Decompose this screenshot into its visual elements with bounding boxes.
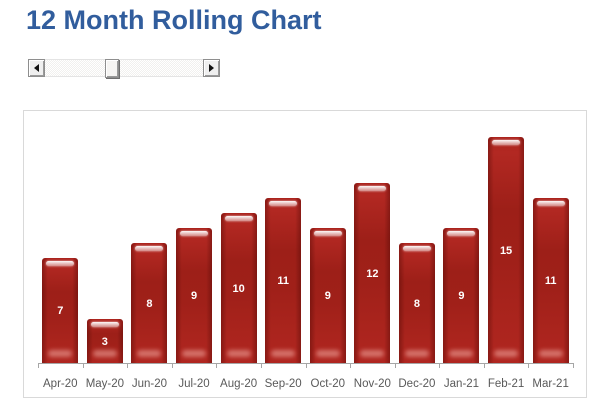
x-axis-label: Nov-20 [353,378,391,390]
x-axis-label: Jun-20 [131,378,168,390]
axis-tick [261,364,262,368]
bar-nov-20: 12 [354,183,391,364]
bar-value-label: 11 [544,275,557,287]
bar-value-label: 11 [277,275,289,287]
page-title: 12 Month Rolling Chart [26,5,322,35]
axis-tick [38,364,39,368]
bar-jun-20: 8 [131,243,168,364]
axis-tick [484,364,485,368]
x-axis-line [38,363,574,364]
left-arrow-icon [34,64,39,72]
bar-value-label: 9 [324,290,331,302]
bar-cell: 3 [83,134,128,364]
bars-row: 7 3 8 9 10 11 9 12 8 9 15 11 [38,134,573,364]
bar-value-label: 15 [499,244,513,257]
bar-sep-20: 11 [265,198,302,364]
bar-may-20: 3 [86,319,123,364]
bar-oct-20: 9 [309,228,346,364]
scroll-left-button[interactable] [28,59,45,77]
plot-area: 7 3 8 9 10 11 9 12 8 9 15 11 Apr-20 May-20 Jun-20 Jul-… [38,111,574,397]
bar-cell: 7 [38,134,83,364]
bar-jan-21: 9 [443,228,480,364]
bar-value-label: 9 [190,290,198,302]
bar-cell: 15 [484,134,529,364]
bar-value-label: 8 [146,297,153,310]
axis-tick [306,364,307,368]
bar-mar-21: 11 [532,198,569,364]
x-axis-label: Feb-21 [487,378,525,390]
bar-cell: 8 [127,134,172,364]
bar-jul-20: 9 [176,228,213,364]
bar-cell: 11 [528,134,573,364]
bar-apr-20: 7 [42,258,79,364]
scroll-right-button[interactable] [203,59,220,77]
x-axis-label: Dec-20 [398,378,436,390]
scrollbar-track[interactable] [45,59,203,78]
x-axis-label: Aug-20 [220,378,258,390]
bar-cell: 11 [261,134,306,364]
bar-cell: 12 [350,134,395,364]
x-axis-labels: Apr-20 May-20 Jun-20 Jul-20 Aug-20 Sep-20 Oct-… [38,378,573,390]
form-scrollbar[interactable] [28,59,220,78]
right-arrow-icon [209,64,214,72]
bar-cell: 9 [305,134,350,364]
x-axis-label: Apr-20 [43,378,78,390]
x-axis-label: May-20 [85,378,125,390]
x-axis-label: Mar-21 [532,378,569,390]
x-axis-label: Sep-20 [264,378,302,390]
bar-value-label: 10 [232,282,245,295]
axis-tick [439,364,440,368]
bar-value-label: 7 [57,305,64,317]
bar-cell: 8 [395,134,440,364]
axis-tick [216,364,217,368]
axis-tick [528,364,529,368]
axis-tick [573,364,574,368]
bar-dec-20: 8 [398,243,435,364]
chart-panel: 7 3 8 9 10 11 9 12 8 9 15 11 Apr-20 May-20 Jun-20 Jul-… [23,110,587,398]
bar-value-label: 3 [101,335,108,348]
axis-tick [350,364,351,368]
axis-tick [83,364,84,368]
bar-value-label: 9 [458,290,465,302]
bar-feb-21: 15 [488,137,525,364]
bar-cell: 10 [216,134,261,364]
x-axis-label: Oct-20 [310,378,346,390]
bar-value-label: 8 [413,297,420,310]
bar-cell: 9 [172,134,217,364]
x-axis-label: Jul-20 [178,378,210,390]
axis-tick [127,364,128,368]
x-axis-label: Jan-21 [443,378,480,390]
bar-cell: 9 [439,134,484,364]
bar-aug-20: 10 [220,213,257,364]
scrollbar-thumb[interactable] [105,59,119,78]
bar-value-label: 12 [366,267,379,280]
axis-tick [395,364,396,368]
axis-tick [172,364,173,368]
